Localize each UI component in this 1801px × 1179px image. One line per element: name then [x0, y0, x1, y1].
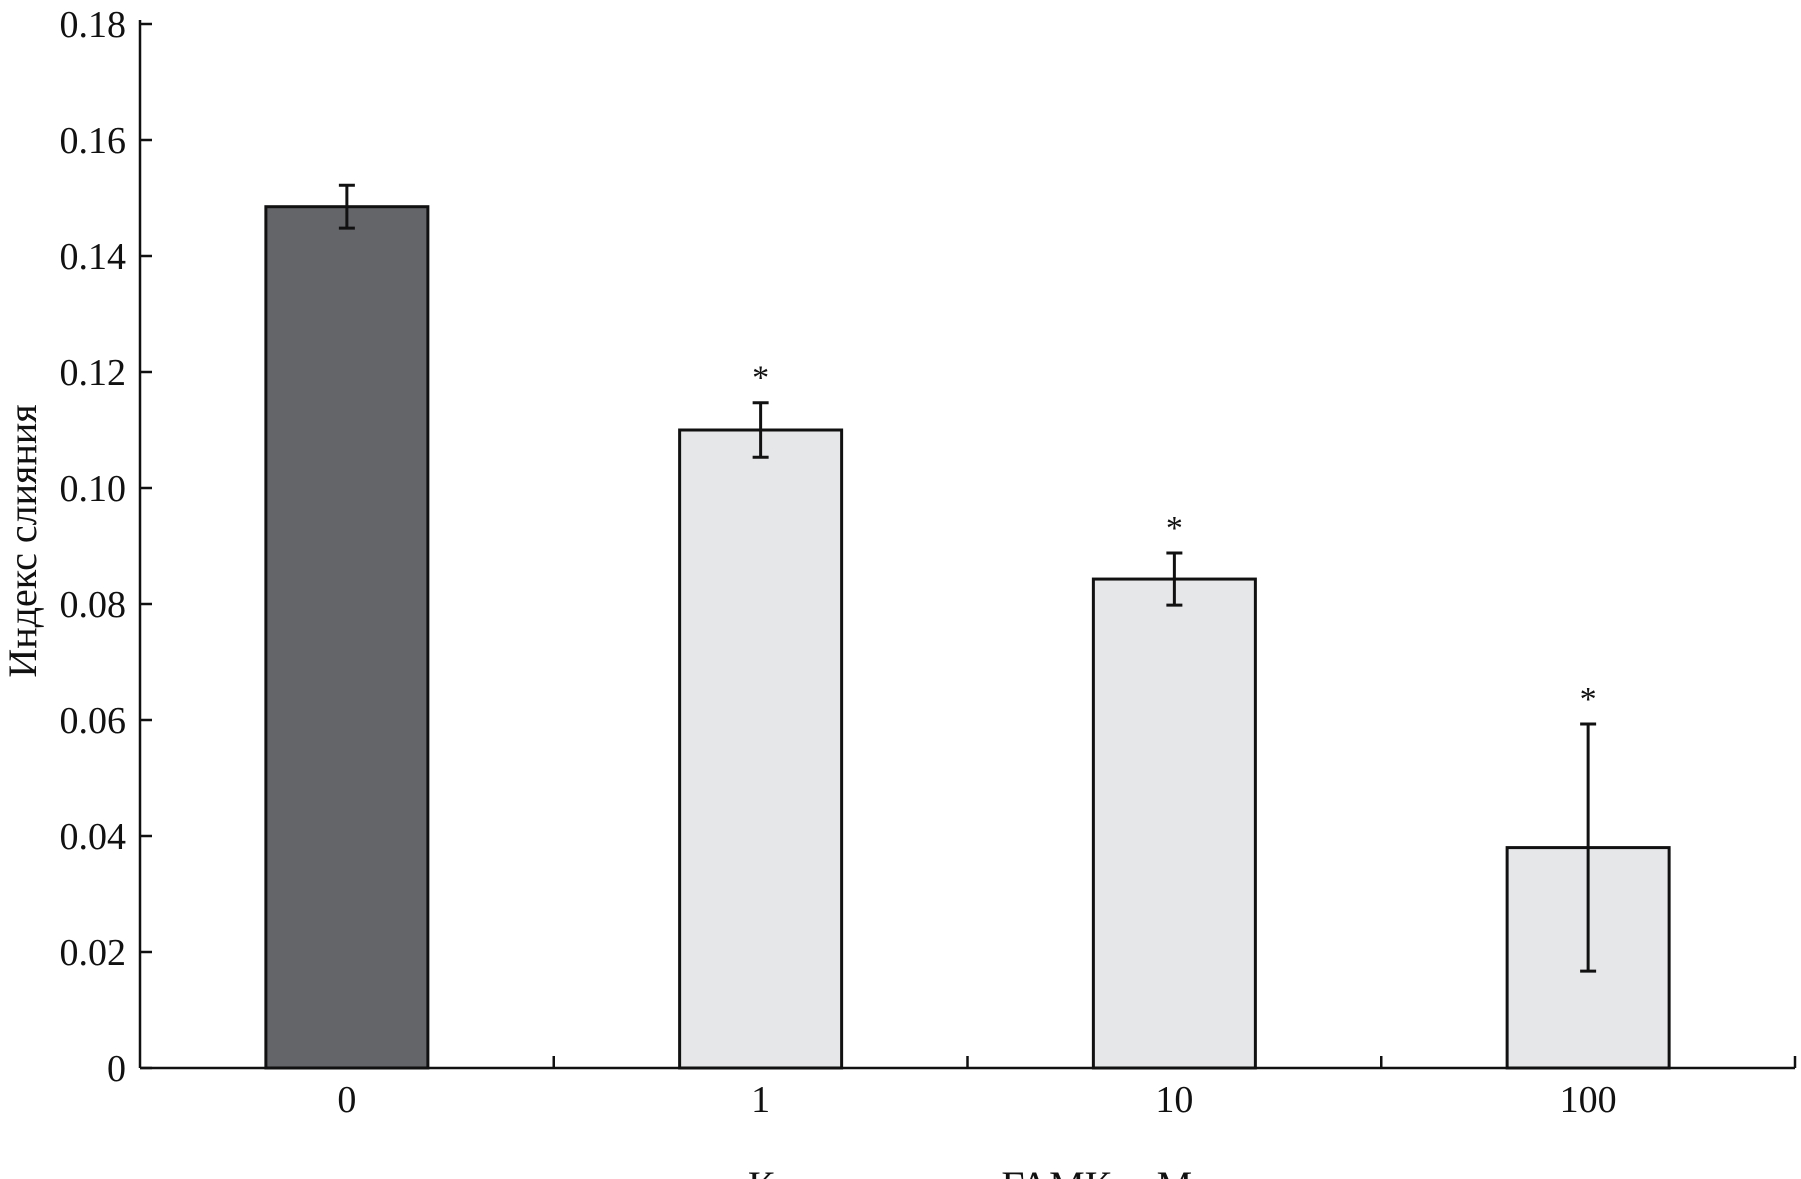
- y-tick-label: 0.08: [60, 584, 127, 626]
- significance-mark-10: *: [1166, 510, 1183, 547]
- y-tick-labels: 0 0.02 0.04 0.06 0.08 0.10 0.12 0.14 0.16 0.18: [60, 4, 127, 1090]
- significance-layer: * * *: [752, 360, 1597, 718]
- bars-layer: [264, 205, 1671, 1070]
- y-axis-title: Индекс слияния: [0, 404, 45, 677]
- error-bar-10: [1166, 551, 1183, 607]
- x-tick-label-100: 100: [1560, 1079, 1617, 1121]
- y-tick-label: 0.16: [60, 120, 127, 162]
- y-tick-label: 0: [107, 1048, 126, 1090]
- significance-mark-100: *: [1580, 681, 1597, 718]
- y-tick-label: 0.02: [60, 932, 127, 974]
- axes-layer: [138, 20, 1797, 1070]
- error-bars-layer: [338, 183, 1597, 973]
- x-tick-labels: 0 1 10 100: [337, 1079, 1616, 1121]
- y-tick-label: 0.14: [60, 236, 127, 278]
- error-bar-1: [752, 401, 769, 459]
- y-tick-label: 0.12: [60, 352, 127, 394]
- y-tick-label: 0.10: [60, 468, 127, 510]
- significance-mark-1: *: [752, 360, 769, 397]
- y-tick-label: 0.18: [60, 4, 127, 46]
- y-tick-label: 0.06: [60, 700, 127, 742]
- x-axis-title: Концентрация ГАМК, мМ: [748, 1163, 1192, 1179]
- x-tick-label-1: 1: [751, 1079, 770, 1121]
- x-tick-label-10: 10: [1155, 1079, 1193, 1121]
- bar-10: [1091, 577, 1257, 1070]
- x-tick-label-0: 0: [337, 1079, 356, 1121]
- bar-1: [678, 428, 844, 1070]
- y-tick-label: 0.04: [60, 816, 127, 858]
- error-bar-100: [1580, 722, 1597, 973]
- bar-0: [264, 205, 430, 1070]
- error-bar-0: [338, 183, 355, 230]
